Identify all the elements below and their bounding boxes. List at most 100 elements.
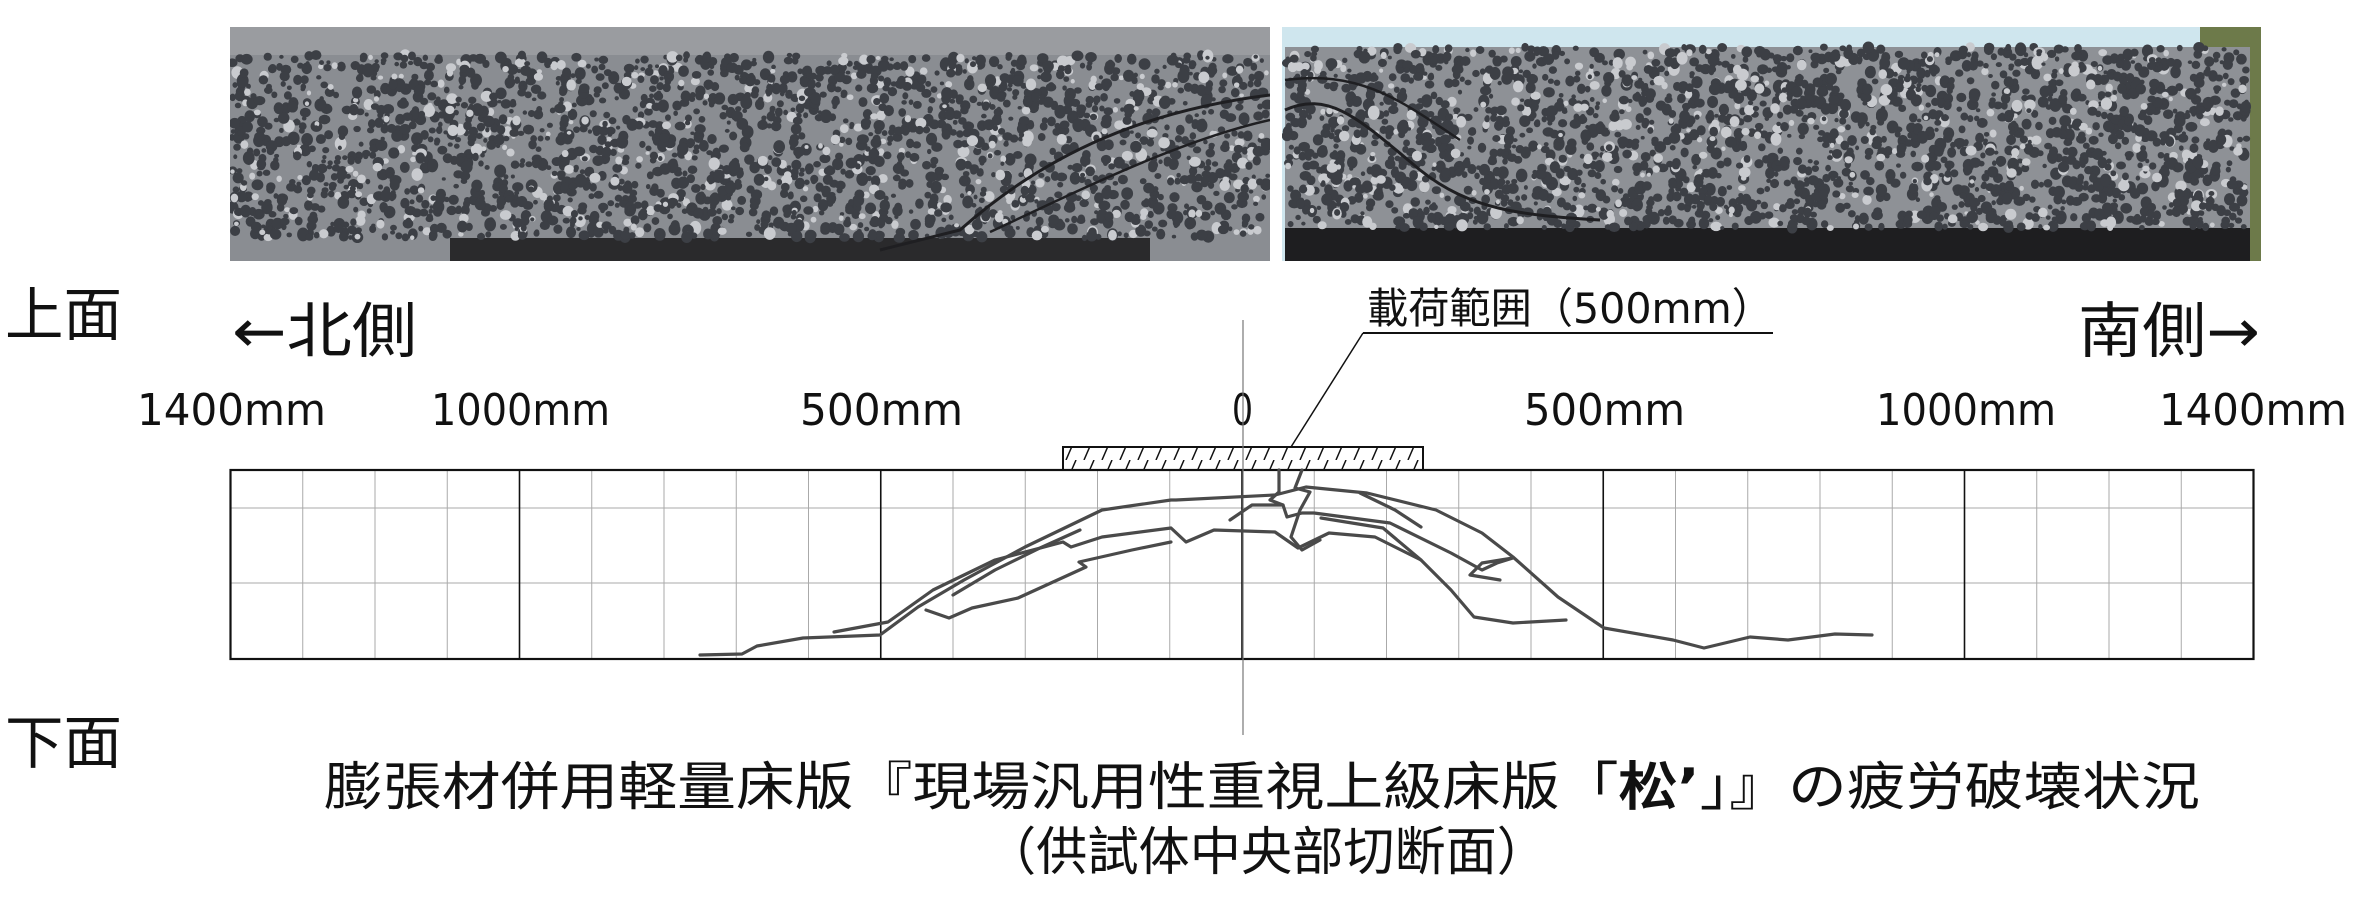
aggregate-speck bbox=[2134, 124, 2146, 137]
aggregate-speck bbox=[1734, 102, 1741, 110]
aggregate-speck bbox=[1911, 161, 1924, 172]
aggregate-speck bbox=[941, 87, 953, 101]
aggregate-speck bbox=[1787, 133, 1792, 138]
aggregate-speck bbox=[804, 145, 809, 149]
aggregate-speck bbox=[363, 153, 369, 160]
aggregate-speck bbox=[402, 164, 407, 169]
aggregate-speck bbox=[1409, 170, 1418, 181]
aggregate-speck bbox=[1040, 225, 1049, 233]
aggregate-speck bbox=[1835, 69, 1842, 75]
aggregate-speck bbox=[838, 215, 844, 221]
aggregate-speck bbox=[1048, 214, 1060, 225]
aggregate-speck bbox=[1222, 176, 1229, 184]
aggregate-speck bbox=[306, 90, 312, 96]
aggregate-speck bbox=[859, 54, 870, 65]
aggregate-speck bbox=[533, 72, 543, 81]
aggregate-speck bbox=[453, 109, 459, 116]
aggregate-speck bbox=[1360, 211, 1365, 216]
aggregate-speck bbox=[2234, 217, 2243, 224]
aggregate-speck bbox=[2092, 122, 2100, 131]
aggregate-speck bbox=[2014, 42, 2027, 57]
aggregate-speck bbox=[756, 219, 761, 224]
aggregate-speck bbox=[2181, 149, 2192, 161]
aggregate-speck bbox=[232, 82, 238, 88]
aggregate-speck bbox=[1638, 95, 1648, 107]
aggregate-speck bbox=[2118, 194, 2126, 201]
aggregate-speck bbox=[1454, 168, 1463, 177]
aggregate-speck bbox=[747, 156, 752, 162]
aggregate-speck bbox=[269, 228, 282, 240]
aggregate-speck bbox=[362, 63, 374, 78]
aggregate-speck bbox=[1710, 147, 1722, 160]
aggregate-speck bbox=[1788, 119, 1795, 127]
aggregate-speck bbox=[640, 55, 649, 64]
aggregate-speck bbox=[2004, 181, 2014, 191]
aggregate-speck bbox=[1715, 172, 1722, 179]
aggregate-speck bbox=[1020, 185, 1029, 196]
aggregate-speck bbox=[1256, 178, 1264, 186]
aggregate-speck bbox=[1956, 144, 1962, 150]
aggregate-speck bbox=[2086, 79, 2096, 90]
aggregate-speck bbox=[737, 195, 747, 205]
aggregate-speck bbox=[662, 201, 669, 207]
aggregate-speck bbox=[1515, 195, 1521, 202]
aggregate-speck bbox=[614, 96, 619, 101]
aggregate-speck bbox=[1879, 56, 1891, 70]
aggregate-speck bbox=[1365, 204, 1374, 212]
aggregate-speck bbox=[381, 233, 389, 241]
aggregate-speck bbox=[1162, 64, 1167, 70]
aggregate-speck bbox=[2070, 196, 2083, 207]
aggregate-speck bbox=[1500, 198, 1508, 207]
aggregate-speck bbox=[1764, 185, 1771, 193]
aggregate-speck bbox=[1166, 54, 1179, 66]
aggregate-speck bbox=[1653, 153, 1663, 163]
aggregate-speck bbox=[2043, 73, 2052, 82]
aggregate-speck bbox=[1635, 91, 1640, 97]
aggregate-speck bbox=[520, 158, 526, 164]
aggregate-speck bbox=[1912, 179, 1917, 184]
aggregate-speck bbox=[251, 179, 264, 191]
aggregate-speck bbox=[593, 190, 604, 199]
aggregate-speck bbox=[498, 114, 508, 125]
aggregate-speck bbox=[1363, 48, 1368, 53]
aggregate-speck bbox=[544, 135, 551, 141]
aggregate-speck bbox=[691, 184, 701, 193]
aggregate-speck bbox=[1444, 78, 1454, 88]
aggregate-speck bbox=[2207, 139, 2219, 153]
aggregate-speck bbox=[2171, 206, 2182, 218]
aggregate-speck bbox=[397, 99, 409, 109]
aggregate-speck bbox=[2172, 108, 2178, 114]
aggregate-speck bbox=[486, 140, 497, 150]
aggregate-speck bbox=[878, 103, 887, 112]
aggregate-speck bbox=[1826, 224, 1834, 232]
aggregate-speck bbox=[532, 158, 540, 166]
aggregate-speck bbox=[430, 195, 437, 201]
aggregate-speck bbox=[783, 56, 794, 65]
aggregate-speck bbox=[818, 210, 825, 216]
aggregate-speck bbox=[1798, 164, 1807, 174]
aggregate-speck bbox=[674, 121, 686, 131]
aggregate-speck bbox=[1102, 82, 1110, 92]
aggregate-speck bbox=[698, 140, 709, 152]
aggregate-speck bbox=[677, 190, 685, 198]
aggregate-speck bbox=[936, 93, 943, 99]
aggregate-speck bbox=[1839, 192, 1846, 200]
aggregate-speck bbox=[1777, 147, 1784, 154]
aggregate-speck bbox=[565, 226, 577, 239]
aggregate-speck bbox=[505, 82, 514, 89]
aggregate-speck bbox=[1860, 170, 1870, 180]
aggregate-speck bbox=[1213, 190, 1220, 197]
aggregate-speck bbox=[2185, 88, 2197, 100]
aggregate-speck bbox=[848, 198, 854, 207]
aggregate-speck bbox=[389, 178, 400, 191]
aggregate-speck bbox=[1242, 130, 1253, 142]
photo-south-side-section bbox=[1282, 27, 2261, 261]
aggregate-speck bbox=[552, 158, 561, 166]
aggregate-speck bbox=[813, 193, 822, 203]
aggregate-speck bbox=[1164, 81, 1172, 89]
aggregate-speck bbox=[2178, 145, 2184, 151]
aggregate-speck bbox=[472, 152, 479, 159]
aggregate-speck bbox=[1042, 96, 1054, 108]
aggregate-speck bbox=[2086, 220, 2097, 232]
aggregate-speck bbox=[1574, 77, 1580, 83]
